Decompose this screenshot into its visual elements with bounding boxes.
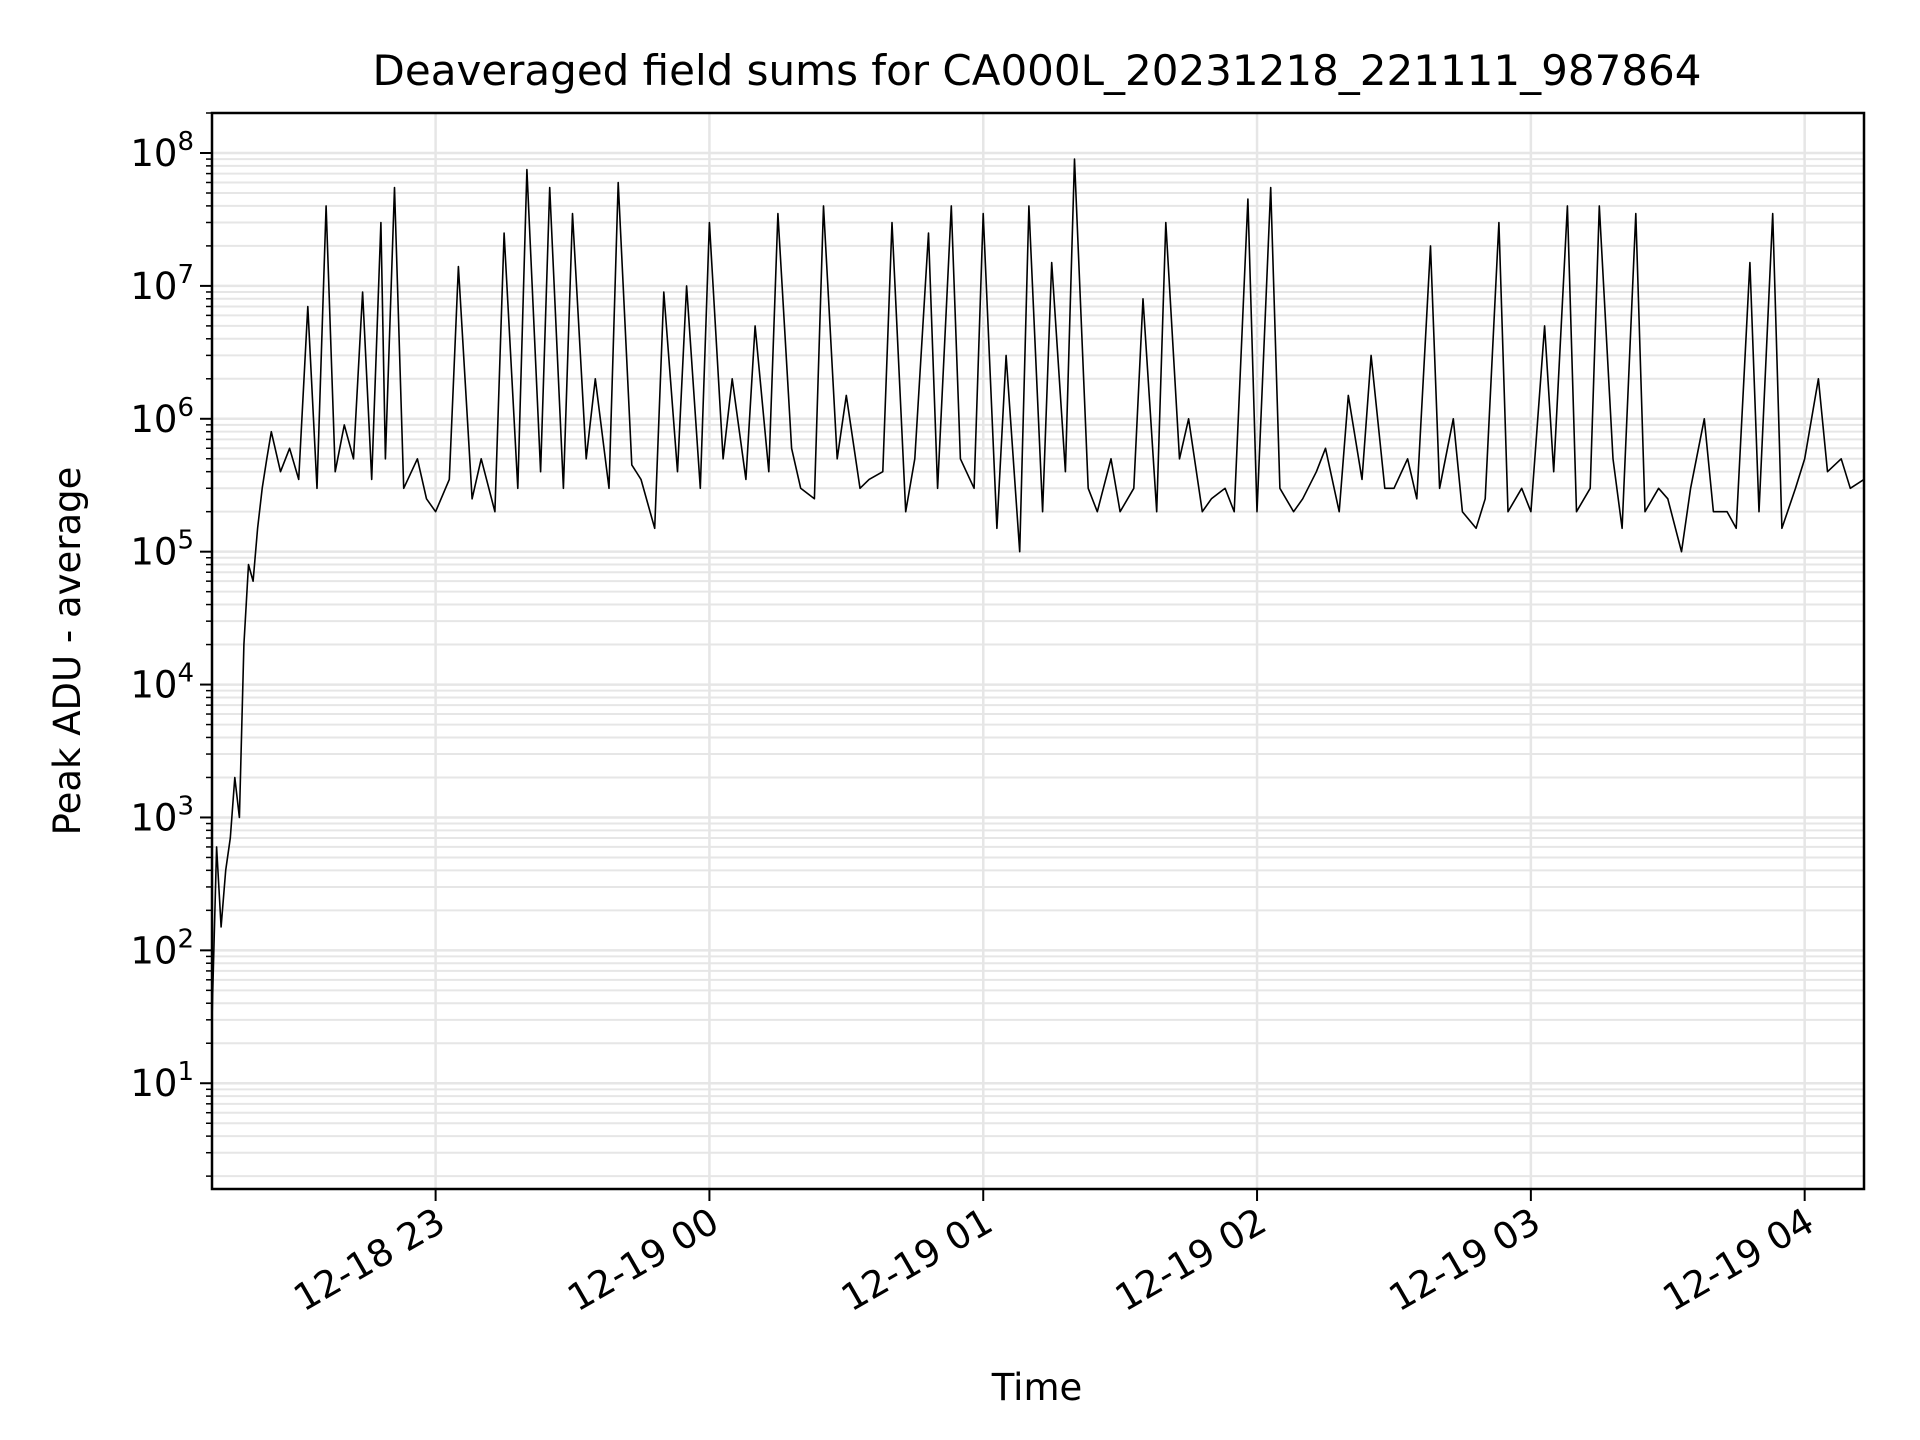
y-tick-label: 108	[130, 127, 194, 175]
y-axis-label: Peak ADU - average	[46, 467, 89, 836]
y-tick-label: 106	[130, 393, 194, 441]
plot-frame	[210, 111, 1866, 1191]
y-tick-label: 104	[130, 659, 194, 707]
x-axis-label: Time	[991, 1366, 1083, 1409]
series-line	[211, 158, 1865, 1153]
y-tick-label: 102	[130, 924, 194, 972]
grid	[212, 112, 1864, 1189]
y-tick-label: 103	[130, 791, 194, 839]
y-tick-label: 101	[130, 1057, 194, 1105]
series-line-group	[211, 158, 1865, 1153]
chart-title: Deaveraged field sums for CA000L_2023121…	[373, 46, 1702, 95]
y-axis: 101 102 103 104 105 106 107 108	[130, 112, 212, 1177]
y-tick-label: 107	[130, 260, 194, 308]
y-tick-label: 105	[130, 526, 194, 574]
